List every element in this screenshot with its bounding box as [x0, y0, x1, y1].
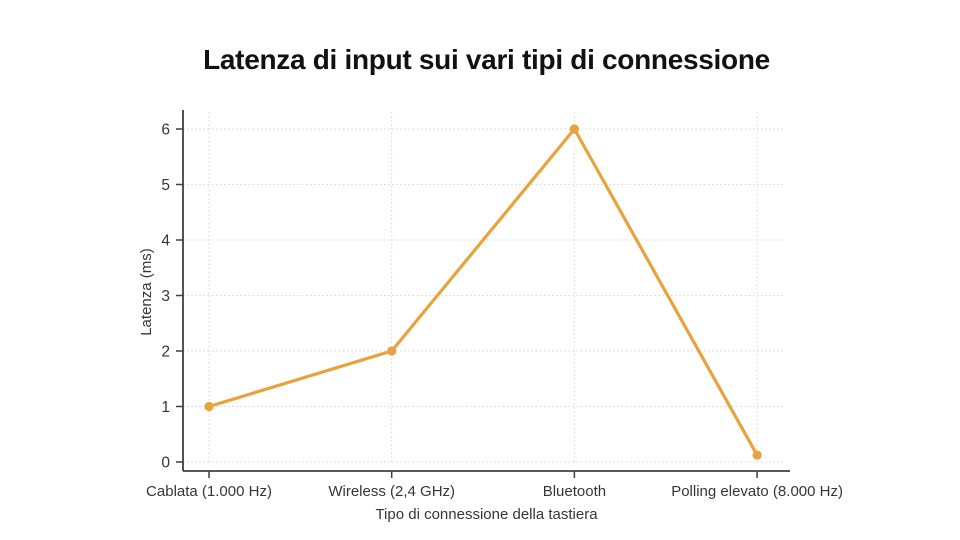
y-tick-label: 2 — [161, 344, 170, 361]
y-tick-label: 4 — [161, 233, 170, 250]
chart-title: Latenza di input sui vari tipi di connes… — [203, 44, 770, 75]
data-point-marker — [752, 450, 762, 460]
y-tick-label: 6 — [161, 122, 170, 139]
x-tick-label: Bluetooth — [543, 483, 606, 500]
y-tick-label: 0 — [161, 455, 170, 472]
y-axis-title: Latenza (ms) — [138, 248, 155, 336]
x-axis-title: Tipo di connessione della tastiera — [375, 506, 598, 523]
data-point-marker — [569, 124, 580, 134]
data-point-marker — [204, 401, 214, 412]
data-point-marker — [387, 346, 397, 356]
data-line — [207, 127, 759, 457]
y-tick-label: 3 — [161, 288, 170, 305]
y-tick-label: 1 — [161, 399, 170, 416]
y-tick-label: 5 — [161, 177, 170, 194]
x-tick-label: Cablata (1.000 Hz) — [146, 483, 272, 500]
x-tick-label: Polling elevato (8.000 Hz) — [671, 483, 843, 500]
x-tick-label: Wireless (2,4 GHz) — [328, 483, 455, 500]
